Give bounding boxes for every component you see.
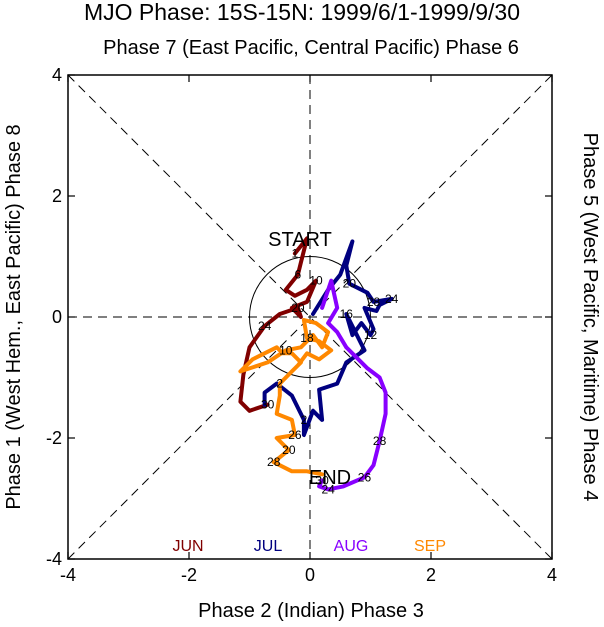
day-label: 26 [288, 428, 302, 442]
x-tick-label: 2 [426, 565, 436, 585]
day-label: 16 [340, 307, 354, 321]
right-axis-label: Phase 5 (West Pacific, Maritime) Phase 4 [579, 133, 601, 502]
series-line-sep [238, 318, 334, 477]
legend-sep: SEP [414, 538, 446, 555]
diagonal-line [67, 74, 553, 560]
day-label: 20 [282, 443, 296, 457]
x-tick-label: 0 [305, 565, 315, 585]
day-label: 28 [267, 455, 281, 469]
series-line-jul [262, 239, 394, 437]
day-label: 24 [385, 292, 399, 306]
day-label: 24 [258, 319, 272, 333]
y-tick-label: -4 [46, 549, 62, 569]
day-label: 18 [300, 331, 314, 345]
legend-jun: JUN [172, 538, 203, 555]
left-axis-label: Phase 1 (West Hem., East Pacific) Phase … [3, 124, 25, 509]
y-tick-label: 0 [52, 307, 62, 327]
x-tick-label: -4 [60, 565, 76, 585]
y-tick-label: 4 [52, 65, 62, 85]
day-label: 20 [343, 277, 357, 291]
legend-aug: AUG [334, 538, 369, 555]
day-label: 30 [315, 473, 329, 487]
x-tick-label: 4 [547, 565, 557, 585]
series-layer [238, 236, 394, 492]
start-label: START [268, 229, 332, 251]
day-label: 10 [279, 343, 293, 357]
day-label: 1 [292, 246, 299, 260]
x-axis-ticks: -4 -2 0 2 4 [60, 75, 557, 585]
day-label: 24 [321, 482, 335, 496]
end-label: END [309, 467, 351, 489]
day-label: 6 [295, 268, 302, 282]
legend-jul: JUL [254, 538, 283, 555]
y-tick-label: 2 [52, 186, 62, 206]
series-line-aug [317, 278, 388, 492]
day-label: 30 [261, 398, 275, 412]
month-legend: JUN JUL AUG SEP [172, 538, 446, 555]
series-line-jun [238, 236, 318, 413]
y-tick-label: -2 [46, 428, 62, 448]
chart-title: MJO Phase: 15S-15N: 1999/6/1-1999/9/30 [84, 0, 520, 25]
day-label: 12 [364, 328, 378, 342]
day-label: 20 [291, 301, 305, 315]
day-label: 2 [276, 377, 283, 391]
x-axis-label: Phase 2 (Indian) Phase 3 [198, 600, 424, 622]
top-axis-label: Phase 7 (East Pacific, Central Pacific) … [103, 37, 519, 59]
day-label: 2 [301, 413, 308, 427]
diagonal-line [67, 74, 553, 560]
day-label: 26 [358, 470, 372, 484]
day-label: 10 [309, 274, 323, 288]
day-label: 28 [373, 434, 387, 448]
day-label: 28 [367, 295, 381, 309]
x-tick-label: -2 [181, 565, 197, 585]
